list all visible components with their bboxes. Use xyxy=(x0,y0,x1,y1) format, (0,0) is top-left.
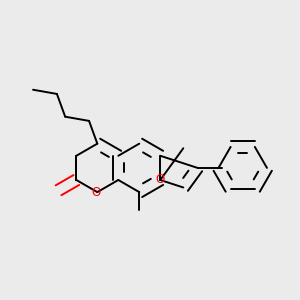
Text: O: O xyxy=(92,186,101,199)
Text: O: O xyxy=(156,173,165,187)
